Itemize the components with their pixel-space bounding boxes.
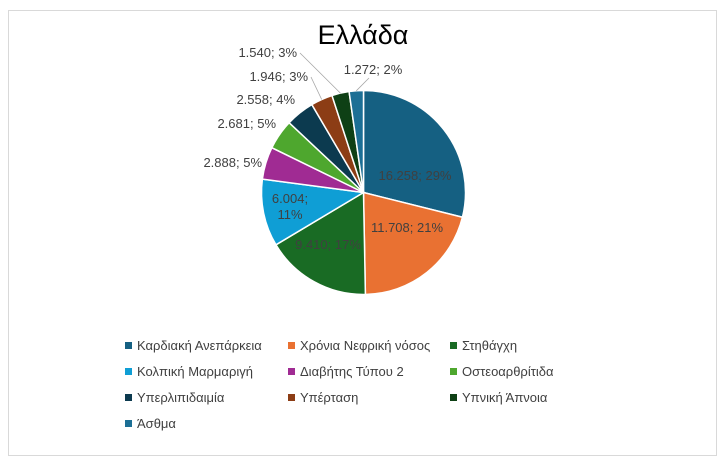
data-label: 6.004; 11% (272, 191, 308, 222)
data-label: 11.708; 21% (371, 220, 443, 235)
pie-slice (362, 89, 467, 219)
leader-line (356, 77, 370, 92)
data-label: 1.272; 2% (344, 62, 403, 77)
pie-slice (274, 191, 367, 296)
data-label: 2.558; 4% (236, 92, 295, 107)
data-label: 9.410; 17% (295, 237, 361, 252)
data-label: 1.540; 3% (238, 45, 297, 60)
leader-line (299, 52, 341, 94)
chart-title: Ελλάδα (317, 20, 409, 50)
pie-slice (362, 191, 464, 296)
pie-slice (260, 178, 366, 246)
data-label: 1.946; 3% (249, 69, 308, 84)
data-label: 16.258; 29% (378, 168, 451, 183)
leader-line (310, 76, 323, 100)
data-label: 2.681; 5% (217, 116, 276, 131)
data-label: 2.888; 5% (203, 155, 262, 170)
